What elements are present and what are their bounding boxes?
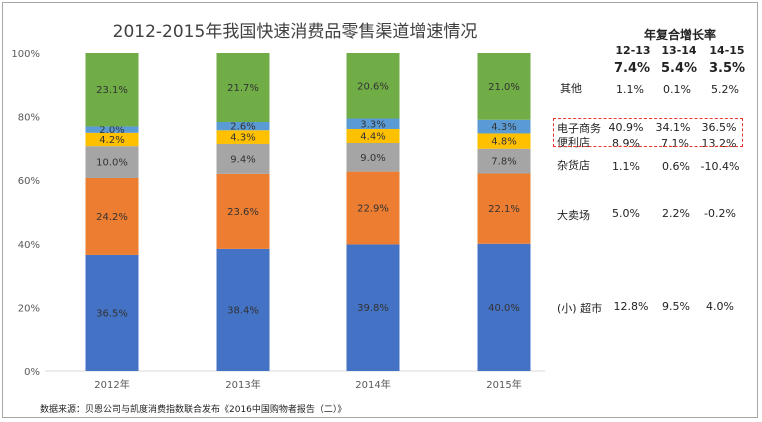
bar-segment [477,119,531,134]
x-axis: 2012年 2013年 2014年 2015年 [94,378,521,391]
x-tick-label: 2012年 [94,378,129,391]
data-label: 21.0% [488,82,520,93]
data-label: 4.2% [99,135,124,146]
data-label: 10.0% [96,158,128,169]
data-label: 22.1% [488,204,520,215]
data-label: 22.9% [357,204,389,215]
x-tick-label: 2015年 [486,378,521,391]
bar-segment [216,130,270,144]
data-label: 23.6% [227,207,259,218]
bar-segment [346,129,400,143]
data-label: 39.8% [357,303,389,314]
data-label: 38.4% [227,305,259,316]
bar-segment [85,177,139,255]
data-label: 4.4% [360,131,385,142]
bar-segment [346,142,400,172]
bar-segment [85,53,139,127]
bar-segment [477,243,531,371]
data-label: 9.0% [360,153,385,164]
x-tick-label: 2014年 [355,378,390,391]
bar-segment [477,133,531,149]
data-label: 21.7% [227,83,259,94]
bar-segment [85,146,139,178]
bar-segment [216,122,270,131]
y-tick-label: 20% [18,303,40,314]
data-label: 20.6% [357,81,389,92]
bar-segment [346,244,400,371]
bar-segment [477,53,531,120]
data-label: 40.0% [488,303,520,314]
bar-segment [85,126,139,133]
bar-segment [477,148,531,174]
bar-segment [346,118,400,130]
bars: 36.5% 24.2% 10.0% 4.2%2.0% 23.1% 38.4% 23.6% 9.… [85,53,531,371]
data-label: 36.5% [96,308,128,319]
y-tick-label: 60% [18,176,40,187]
data-label: 4.3% [230,133,255,144]
y-tick-label: 80% [18,113,40,124]
data-label: 23.1% [96,85,128,96]
bar-segment [216,53,270,123]
bar-segment [216,173,270,249]
data-label: 4.3% [491,122,516,133]
data-label: 2.0% [99,125,124,136]
y-tick-label: 100% [11,49,40,60]
y-tick-label: 0% [24,367,40,378]
data-label: 9.4% [230,154,255,165]
data-label: 7.8% [491,157,516,168]
data-label: 24.2% [96,212,128,223]
data-label: 2.6% [230,122,255,133]
y-tick-label: 40% [18,240,40,251]
data-label: 4.8% [491,137,516,148]
bar-segment [346,53,400,119]
chart-frame [2,2,758,418]
bar-segment [85,254,139,371]
chart-title: 2012-2015年我国快速消费品零售渠道增速情况 [113,22,478,42]
data-label: 3.3% [360,119,385,130]
bar-segment [346,171,400,245]
bar-segment [216,248,270,371]
bar-segment [216,143,270,174]
bar-segment [85,132,139,147]
bar-segment [477,173,531,244]
x-tick-label: 2013年 [225,378,260,391]
